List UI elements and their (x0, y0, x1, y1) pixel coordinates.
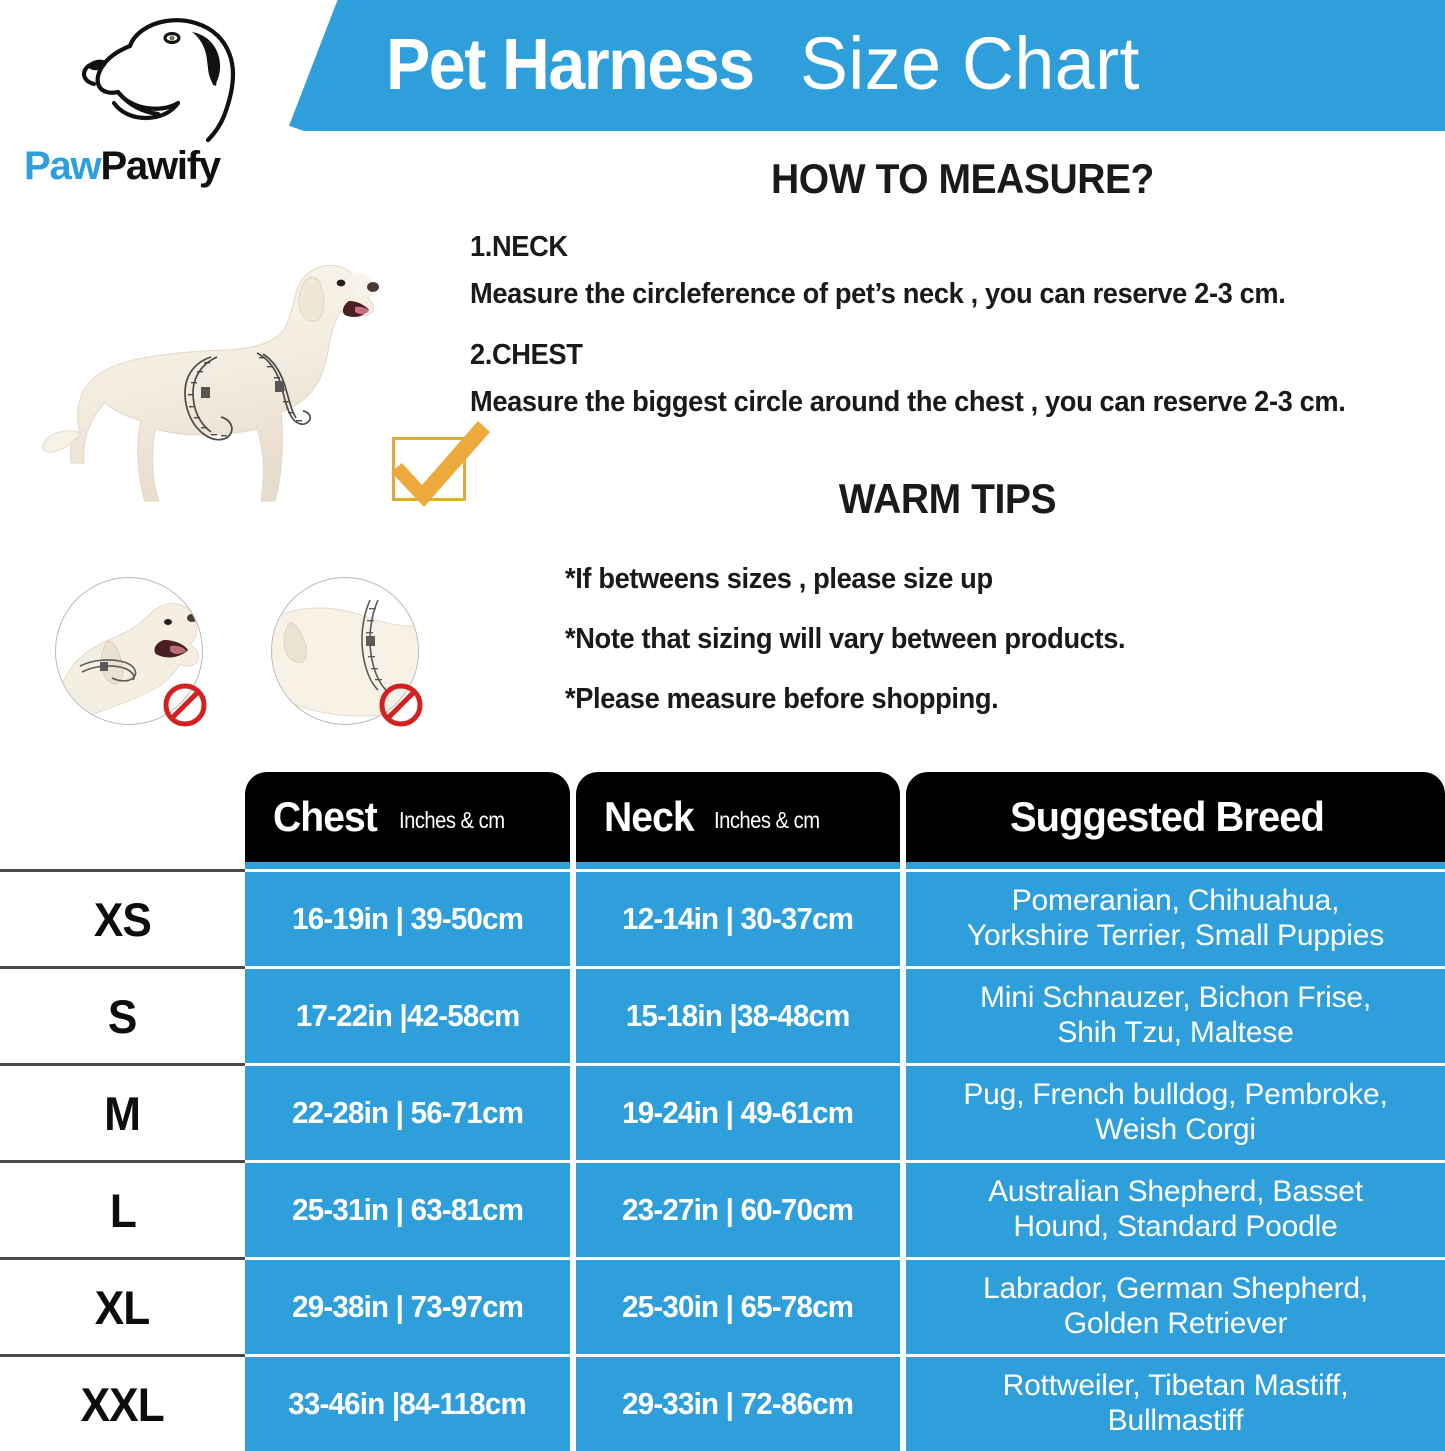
brand-wordmark: PawPawify (24, 144, 221, 189)
size-label-cell: M (0, 1063, 245, 1160)
incorrect-head-photo (55, 577, 203, 725)
neck-value-cell: 15-18in |38-48cm (576, 966, 900, 1063)
warm-tip-item: *Please measure before shopping. (565, 683, 999, 715)
breed-value-cell: Rottweiler, Tibetan Mastiff, Bullmastiff (906, 1354, 1445, 1451)
table-row: L 25-31in | 63-81cm 23-27in | 60-70cm Au… (0, 1160, 1445, 1257)
page-title-secondary: Size Chart (799, 21, 1140, 105)
incorrect-examples-group (55, 572, 475, 737)
table-row: XXL 33-46in |84-118cm 29-33in | 72-86cm … (0, 1354, 1445, 1451)
table-row: XS 16-19in | 39-50cm 12-14in | 30-37cm P… (0, 869, 1445, 966)
incorrect-example-head (55, 577, 207, 727)
neck-value-cell: 23-27in | 60-70cm (576, 1160, 900, 1257)
page-title-primary: Pet Harness (386, 24, 755, 105)
column-header-chest: Chest Inches & cm (245, 772, 570, 862)
dog-measuring-illustration (42, 264, 379, 502)
table-header-row: Chest Inches & cm Neck Inches & cm Sugge… (0, 772, 1445, 862)
header-banner: Pet Harness Size Chart (289, 0, 1445, 131)
column-header-breed: Suggested Breed (906, 772, 1445, 862)
column-header-breed-label: Suggested Breed (1010, 793, 1325, 840)
size-label-cell: XXL (0, 1354, 245, 1451)
header-accent-breed (906, 862, 1445, 869)
table-corner-spacer (0, 772, 245, 862)
warm-tips-list: *If betweens sizes , please size up *Not… (470, 563, 1435, 716)
header-accent-neck (576, 862, 900, 869)
table-row: S 17-22in |42-58cm 15-18in |38-48cm Mini… (0, 966, 1445, 1063)
header-accent-chest (245, 862, 570, 869)
column-header-neck-label: Neck (604, 793, 695, 840)
size-label-cell: L (0, 1160, 245, 1257)
size-label-cell: S (0, 966, 245, 1063)
orange-checkmark-icon (391, 421, 490, 507)
page-title: Pet Harness Size Chart (289, 21, 1150, 105)
chest-value-cell: 16-19in | 39-50cm (245, 869, 570, 966)
neck-value-cell: 12-14in | 30-37cm (576, 869, 900, 966)
warm-tip-item: *If betweens sizes , please size up (565, 563, 993, 595)
breed-value-cell: Australian Shepherd, Basset Hound, Stand… (906, 1160, 1445, 1257)
size-chart-table: Chest Inches & cm Neck Inches & cm Sugge… (0, 772, 1445, 1451)
breed-value-cell: Mini Schnauzer, Bichon Frise, Shih Tzu, … (906, 966, 1445, 1063)
incorrect-example-neck (271, 577, 423, 727)
measure-step-2-label: 2.CHEST (470, 339, 583, 371)
column-header-neck-unit: Inches & cm (714, 806, 820, 833)
neck-value-cell: 19-24in | 49-61cm (576, 1063, 900, 1160)
neck-value-cell: 25-30in | 65-78cm (576, 1257, 900, 1354)
chest-value-cell: 25-31in | 63-81cm (245, 1160, 570, 1257)
chest-value-cell: 29-38in | 73-97cm (245, 1257, 570, 1354)
incorrect-neck-photo (271, 577, 419, 725)
prohibited-icon (163, 683, 207, 727)
brand-wordmark-paw: Paw (24, 144, 102, 188)
table-row: XL 29-38in | 73-97cm 25-30in | 65-78cm L… (0, 1257, 1445, 1354)
warm-tips-heading: WARM TIPS (838, 475, 1057, 522)
chest-value-cell: 17-22in |42-58cm (245, 966, 570, 1063)
measure-step-1-body: Measure the circleference of pet’s neck … (470, 278, 1286, 310)
dog-head-icon (81, 18, 236, 143)
size-label-cell: XS (0, 869, 245, 966)
brand-wordmark-pawify: Pawify (100, 144, 221, 188)
brand-logo: PawPawify (10, 8, 285, 203)
column-header-chest-label: Chest (273, 793, 378, 840)
column-header-chest-unit: Inches & cm (398, 806, 505, 833)
header-accent-strip (0, 862, 1445, 869)
neck-value-cell: 29-33in | 72-86cm (576, 1354, 900, 1451)
warm-tip-item: *Note that sizing will vary between prod… (565, 623, 1126, 655)
breed-value-cell: Pug, French bulldog, Pembroke, Weish Cor… (906, 1063, 1445, 1160)
measure-step-2-body: Measure the biggest circle around the ch… (470, 386, 1346, 418)
measure-step-1-label: 1.NECK (470, 231, 568, 263)
column-header-neck: Neck Inches & cm (576, 772, 900, 862)
breed-value-cell: Labrador, German Shepherd, Golden Retrie… (906, 1257, 1445, 1354)
how-to-measure-heading: HOW TO MEASURE? (771, 155, 1154, 202)
chest-value-cell: 33-46in |84-118cm (245, 1354, 570, 1451)
instructions-panel: HOW TO MEASURE? 1.NECK Measure the circl… (470, 155, 1435, 743)
breed-value-cell: Pomeranian, Chihuahua, Yorkshire Terrier… (906, 869, 1445, 966)
table-row: M 22-28in | 56-71cm 19-24in | 49-61cm Pu… (0, 1063, 1445, 1160)
prohibited-icon (379, 683, 423, 727)
chest-value-cell: 22-28in | 56-71cm (245, 1063, 570, 1160)
size-label-cell: XL (0, 1257, 245, 1354)
